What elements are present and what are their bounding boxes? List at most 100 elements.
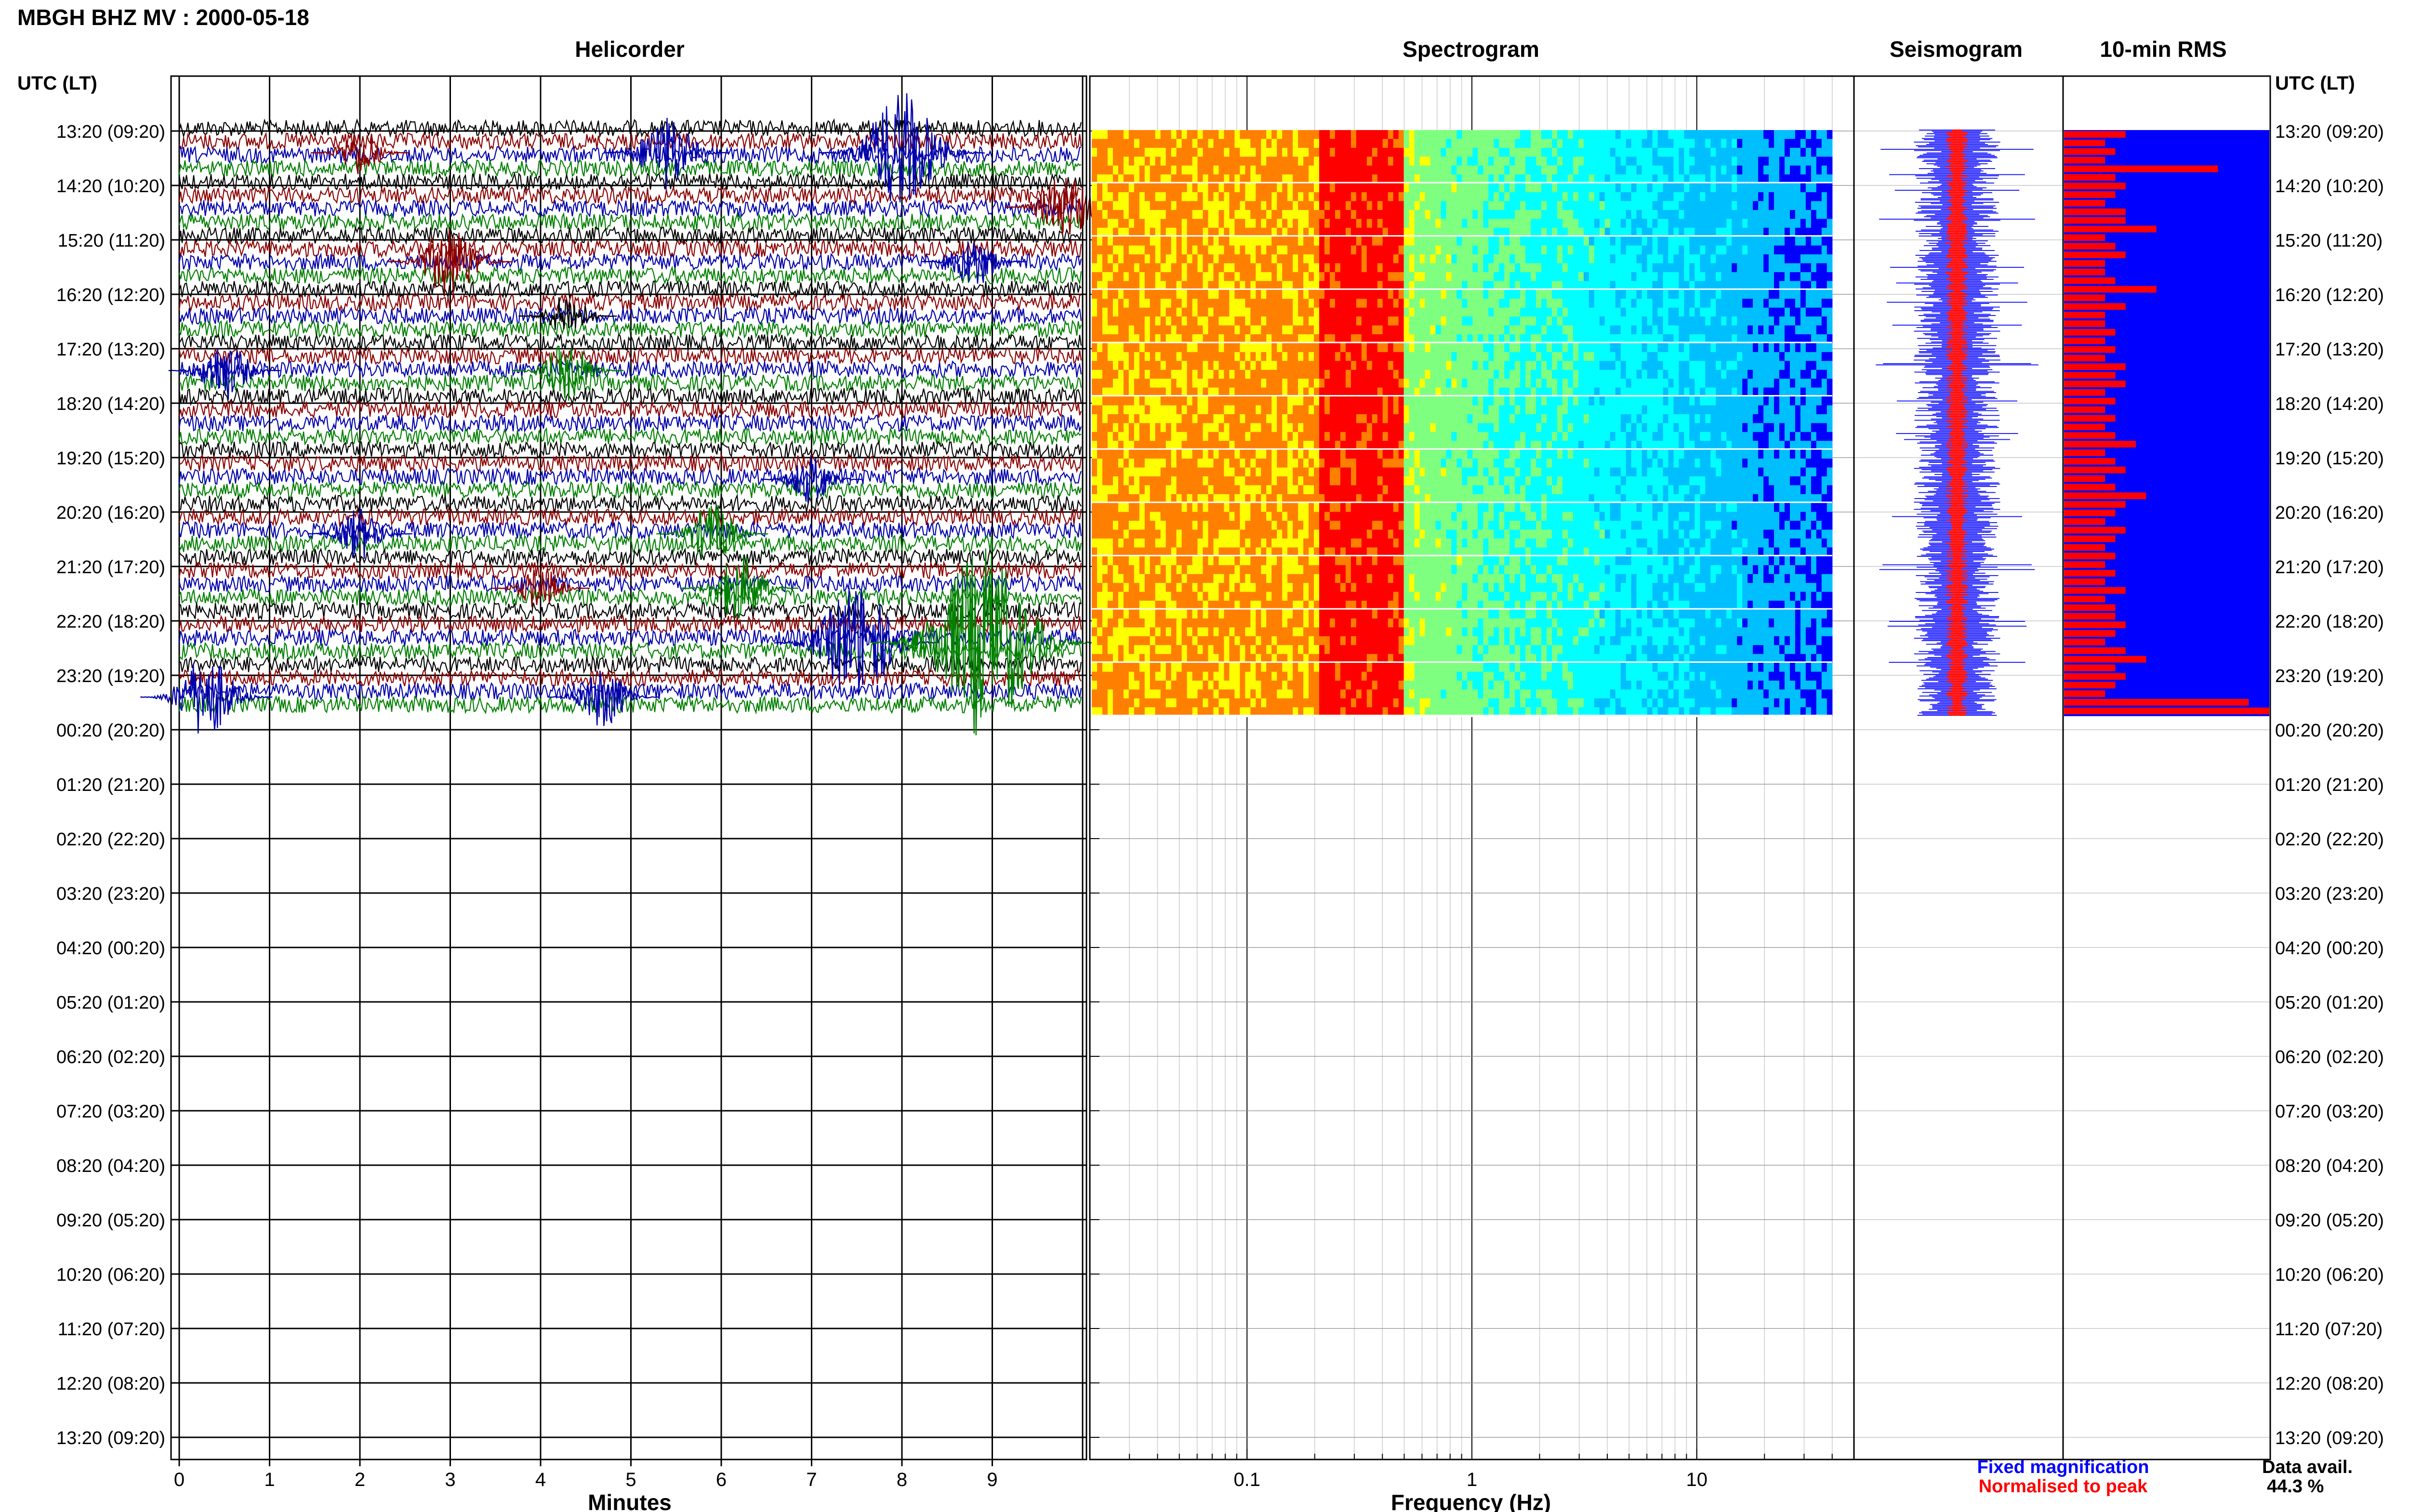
spectrogram-cell (1240, 299, 1245, 308)
spectrogram-cell (1139, 361, 1145, 370)
spectrogram-cell (1197, 272, 1204, 281)
spectrogram-cell (1245, 361, 1251, 370)
spectrogram-cell (1298, 245, 1304, 255)
spectrogram-cell (1118, 379, 1124, 388)
spectrogram-cell (1256, 369, 1261, 379)
spectrogram-cell (1694, 130, 1700, 139)
spectrogram-cell (1467, 165, 1473, 175)
spectrogram-cell (1208, 272, 1214, 281)
spectrogram-cell (1626, 361, 1632, 370)
spectrogram-cell (1293, 343, 1298, 353)
spectrogram-cell (1382, 201, 1389, 210)
spectrogram-cell (1261, 325, 1267, 335)
spectrogram-cell (1393, 343, 1399, 353)
spectrogram-cell (1742, 414, 1748, 423)
spectrogram-cell (1588, 130, 1595, 139)
spectrogram-cell (1763, 139, 1769, 148)
spectrogram-cell (1366, 130, 1373, 139)
spectrogram-cell (1298, 405, 1304, 415)
spectrogram-cell (1282, 210, 1288, 219)
spectrogram-cell (1732, 405, 1737, 415)
spectrogram-cell (1441, 263, 1447, 273)
spectrogram-cell (1293, 130, 1298, 139)
spectrogram-cell (1547, 219, 1552, 228)
spectrogram-cell (1700, 174, 1706, 184)
spectrogram-cell (1144, 147, 1151, 157)
spectrogram-cell (1366, 289, 1373, 299)
spectrogram-cell (1425, 289, 1431, 299)
spectrogram-cell (1710, 299, 1716, 308)
spectrogram-cell (1594, 183, 1600, 193)
spectrogram-cell (1309, 361, 1314, 370)
spectrogram-cell (1742, 299, 1748, 308)
spectrogram-cell (1657, 227, 1664, 237)
spectrogram-cell (1245, 316, 1251, 326)
spectrogram-cell (1515, 130, 1521, 139)
spectrogram-cell (1403, 272, 1410, 281)
spectrogram-cell (1673, 307, 1680, 317)
spectrogram-cell (1737, 405, 1743, 415)
spectrogram-cell (1456, 139, 1462, 148)
helicorder-xlabel: Minutes (588, 1490, 672, 1512)
spectrogram-cell (1774, 237, 1780, 246)
spectrogram-cell (1139, 423, 1145, 433)
spectrogram-cell (1488, 316, 1494, 326)
spectrogram-cell (1218, 165, 1224, 175)
spectrogram-cell (1573, 272, 1579, 281)
spectrogram-cell (1314, 361, 1320, 370)
spectrogram-cell (1314, 423, 1320, 433)
spectrogram-cell (1382, 334, 1389, 343)
spectrogram-cell (1366, 139, 1373, 148)
spectrogram-cell (1112, 423, 1119, 433)
spectrogram-cell (1769, 396, 1774, 406)
spectrogram-cell (1266, 245, 1272, 255)
spectrogram-cell (1277, 219, 1283, 228)
spectrogram-cell (1594, 325, 1600, 335)
spectrogram-cell (1403, 369, 1410, 379)
spectrogram-cell (1583, 325, 1589, 335)
spectrogram-cell (1393, 307, 1399, 317)
spectrogram-cell (1620, 299, 1627, 308)
spectrogram-cell (1732, 245, 1737, 255)
helicorder-event (680, 554, 799, 618)
spectrogram-cell (1208, 183, 1214, 193)
spectrogram-cell (1652, 334, 1658, 343)
spectrogram-cell (1769, 343, 1774, 353)
spectrogram-cell (1324, 245, 1330, 255)
spectrogram-cell (1795, 165, 1801, 175)
spectrogram-cell (1134, 210, 1140, 219)
spectrogram-cell (1282, 307, 1288, 317)
spectrogram-cell (1488, 201, 1494, 210)
spectrogram-cell (1652, 147, 1658, 157)
spectrogram-cell (1721, 219, 1727, 228)
spectrogram-cell (1134, 263, 1140, 273)
spectrogram-cell (1779, 130, 1785, 139)
spectrogram-cell (1398, 281, 1404, 290)
spectrogram-cell (1462, 361, 1468, 370)
spectrogram-cell (1102, 174, 1108, 184)
spectrogram-cell (1245, 325, 1251, 335)
spectrogram-cell (1150, 139, 1156, 148)
spectrogram-cell (1599, 245, 1605, 255)
spectrogram-cell (1483, 174, 1489, 184)
spectrogram-cell (1763, 219, 1769, 228)
spectrogram-cell (1641, 299, 1648, 308)
spectrogram-cell (1494, 263, 1499, 273)
spectrogram-cell (1456, 387, 1462, 397)
spectrogram-cell (1309, 405, 1314, 415)
spectrogram-cell (1488, 289, 1494, 299)
spectrogram-cell (1578, 165, 1584, 175)
spectrogram-cell (1350, 174, 1357, 184)
spectrogram-cell (1345, 316, 1351, 326)
time-label-left: 20:20 (16:20) (56, 503, 165, 523)
spectrogram-cell (1769, 139, 1774, 148)
spectrogram-cell (1462, 369, 1468, 379)
spectrogram-cell (1372, 130, 1378, 139)
spectrogram-cell (1409, 165, 1415, 175)
spectrogram-cell (1478, 192, 1483, 201)
spectrogram-cell (1335, 210, 1341, 219)
spectrogram-cell (1144, 387, 1151, 397)
spectrogram-cell (1536, 307, 1542, 317)
spectrogram-cell (1716, 192, 1721, 201)
spectrogram-cell (1160, 423, 1166, 433)
